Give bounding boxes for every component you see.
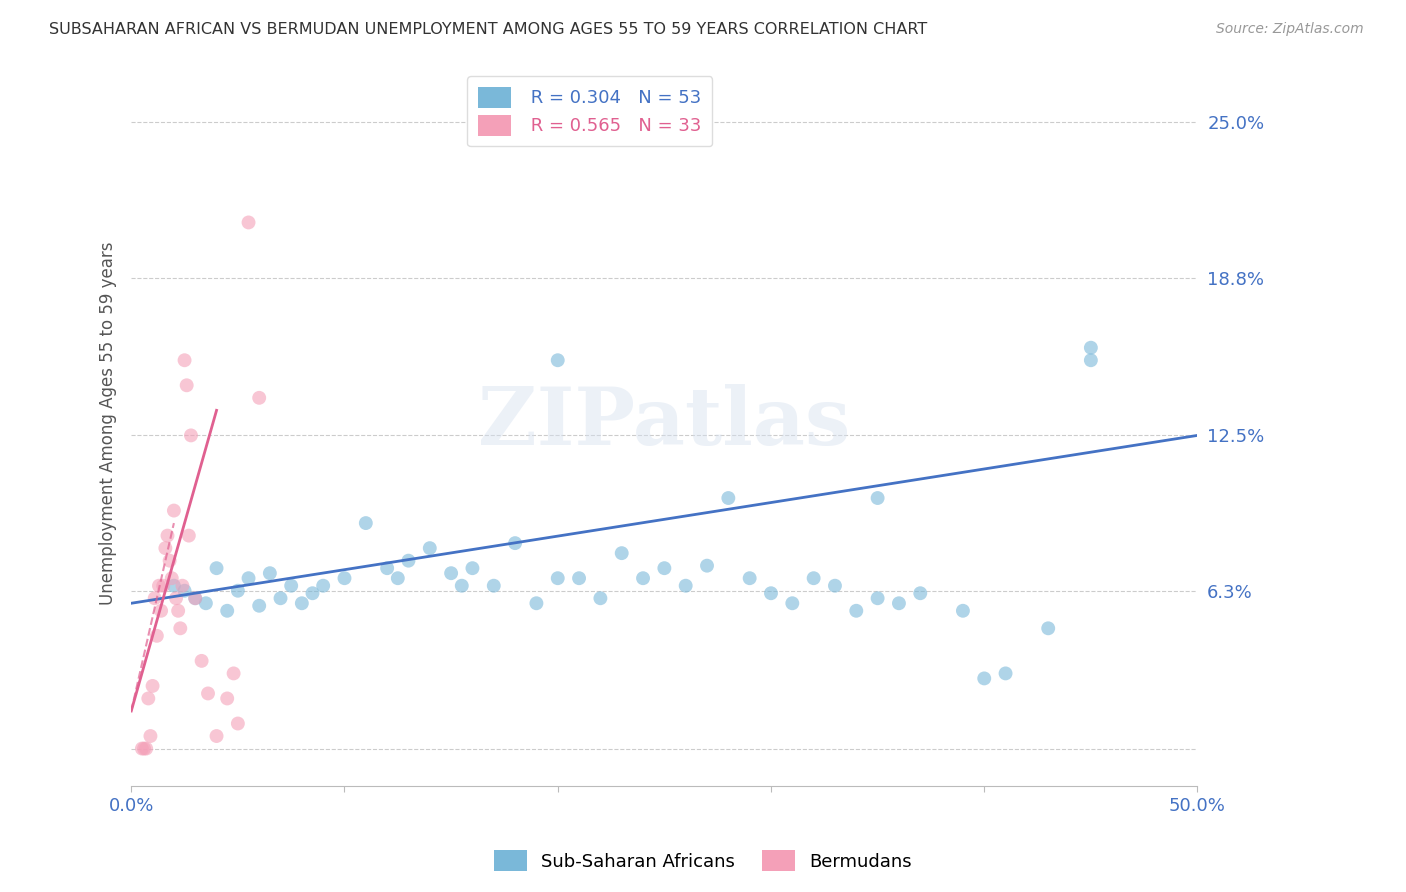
Text: ZIPatlas: ZIPatlas <box>478 384 851 462</box>
Point <box>450 579 472 593</box>
Point <box>142 679 165 693</box>
Point <box>482 579 505 593</box>
Point <box>150 604 173 618</box>
Point <box>131 741 153 756</box>
Point <box>387 571 409 585</box>
Point <box>173 353 195 368</box>
Point <box>155 541 177 556</box>
Point <box>217 691 239 706</box>
Point <box>194 596 217 610</box>
Y-axis label: Unemployment Among Ages 55 to 59 years: Unemployment Among Ages 55 to 59 years <box>100 241 117 605</box>
Point <box>398 554 420 568</box>
Point <box>440 566 463 581</box>
Point <box>173 583 195 598</box>
Point <box>238 571 260 585</box>
Point <box>1080 341 1102 355</box>
Point <box>180 428 202 442</box>
Legend:  R = 0.304   N = 53,  R = 0.565   N = 33: R = 0.304 N = 53, R = 0.565 N = 33 <box>467 76 713 146</box>
Point <box>301 586 323 600</box>
Point <box>866 491 889 505</box>
Point <box>610 546 633 560</box>
Point <box>291 596 314 610</box>
Point <box>994 666 1017 681</box>
Text: Source: ZipAtlas.com: Source: ZipAtlas.com <box>1216 22 1364 37</box>
Legend: Sub-Saharan Africans, Bermudans: Sub-Saharan Africans, Bermudans <box>486 843 920 879</box>
Point <box>247 599 270 613</box>
Point <box>782 596 804 610</box>
Point <box>866 591 889 606</box>
Point <box>163 579 186 593</box>
Point <box>152 579 174 593</box>
Point <box>163 503 186 517</box>
Point <box>143 591 166 606</box>
Point <box>526 596 548 610</box>
Point <box>375 561 398 575</box>
Point <box>238 215 260 229</box>
Point <box>146 629 169 643</box>
Point <box>824 579 846 593</box>
Point <box>547 353 569 368</box>
Point <box>222 666 245 681</box>
Point <box>973 672 995 686</box>
Point <box>136 691 159 706</box>
Point <box>1080 353 1102 368</box>
Point <box>217 604 239 618</box>
Point <box>654 561 676 575</box>
Point <box>887 596 910 610</box>
Point <box>717 491 740 505</box>
Point <box>354 516 377 530</box>
Point <box>184 591 207 606</box>
Point <box>169 621 191 635</box>
Point <box>910 586 932 600</box>
Point <box>333 571 356 585</box>
Point <box>952 604 974 618</box>
Point <box>160 571 183 585</box>
Point <box>135 741 157 756</box>
Point <box>547 571 569 585</box>
Point <box>631 571 654 585</box>
Point <box>1038 621 1060 635</box>
Point <box>184 591 207 606</box>
Point <box>759 586 782 600</box>
Point <box>165 591 187 606</box>
Point <box>190 654 212 668</box>
Point <box>419 541 441 556</box>
Point <box>280 579 302 593</box>
Point <box>205 729 228 743</box>
Point <box>259 566 281 581</box>
Point <box>589 591 612 606</box>
Point <box>176 378 198 392</box>
Point <box>803 571 825 585</box>
Point <box>503 536 526 550</box>
Point <box>156 528 179 542</box>
Point <box>167 604 190 618</box>
Point <box>675 579 697 593</box>
Point <box>132 741 155 756</box>
Point <box>177 528 200 542</box>
Point <box>139 729 162 743</box>
Point <box>197 686 219 700</box>
Point <box>738 571 761 585</box>
Point <box>568 571 591 585</box>
Point <box>148 579 170 593</box>
Text: SUBSAHARAN AFRICAN VS BERMUDAN UNEMPLOYMENT AMONG AGES 55 TO 59 YEARS CORRELATIO: SUBSAHARAN AFRICAN VS BERMUDAN UNEMPLOYM… <box>49 22 928 37</box>
Point <box>312 579 335 593</box>
Point <box>845 604 868 618</box>
Point <box>461 561 484 575</box>
Point <box>247 391 270 405</box>
Point <box>159 554 181 568</box>
Point <box>205 561 228 575</box>
Point <box>696 558 718 573</box>
Point <box>172 579 194 593</box>
Point <box>226 583 249 598</box>
Point <box>226 716 249 731</box>
Point <box>270 591 292 606</box>
